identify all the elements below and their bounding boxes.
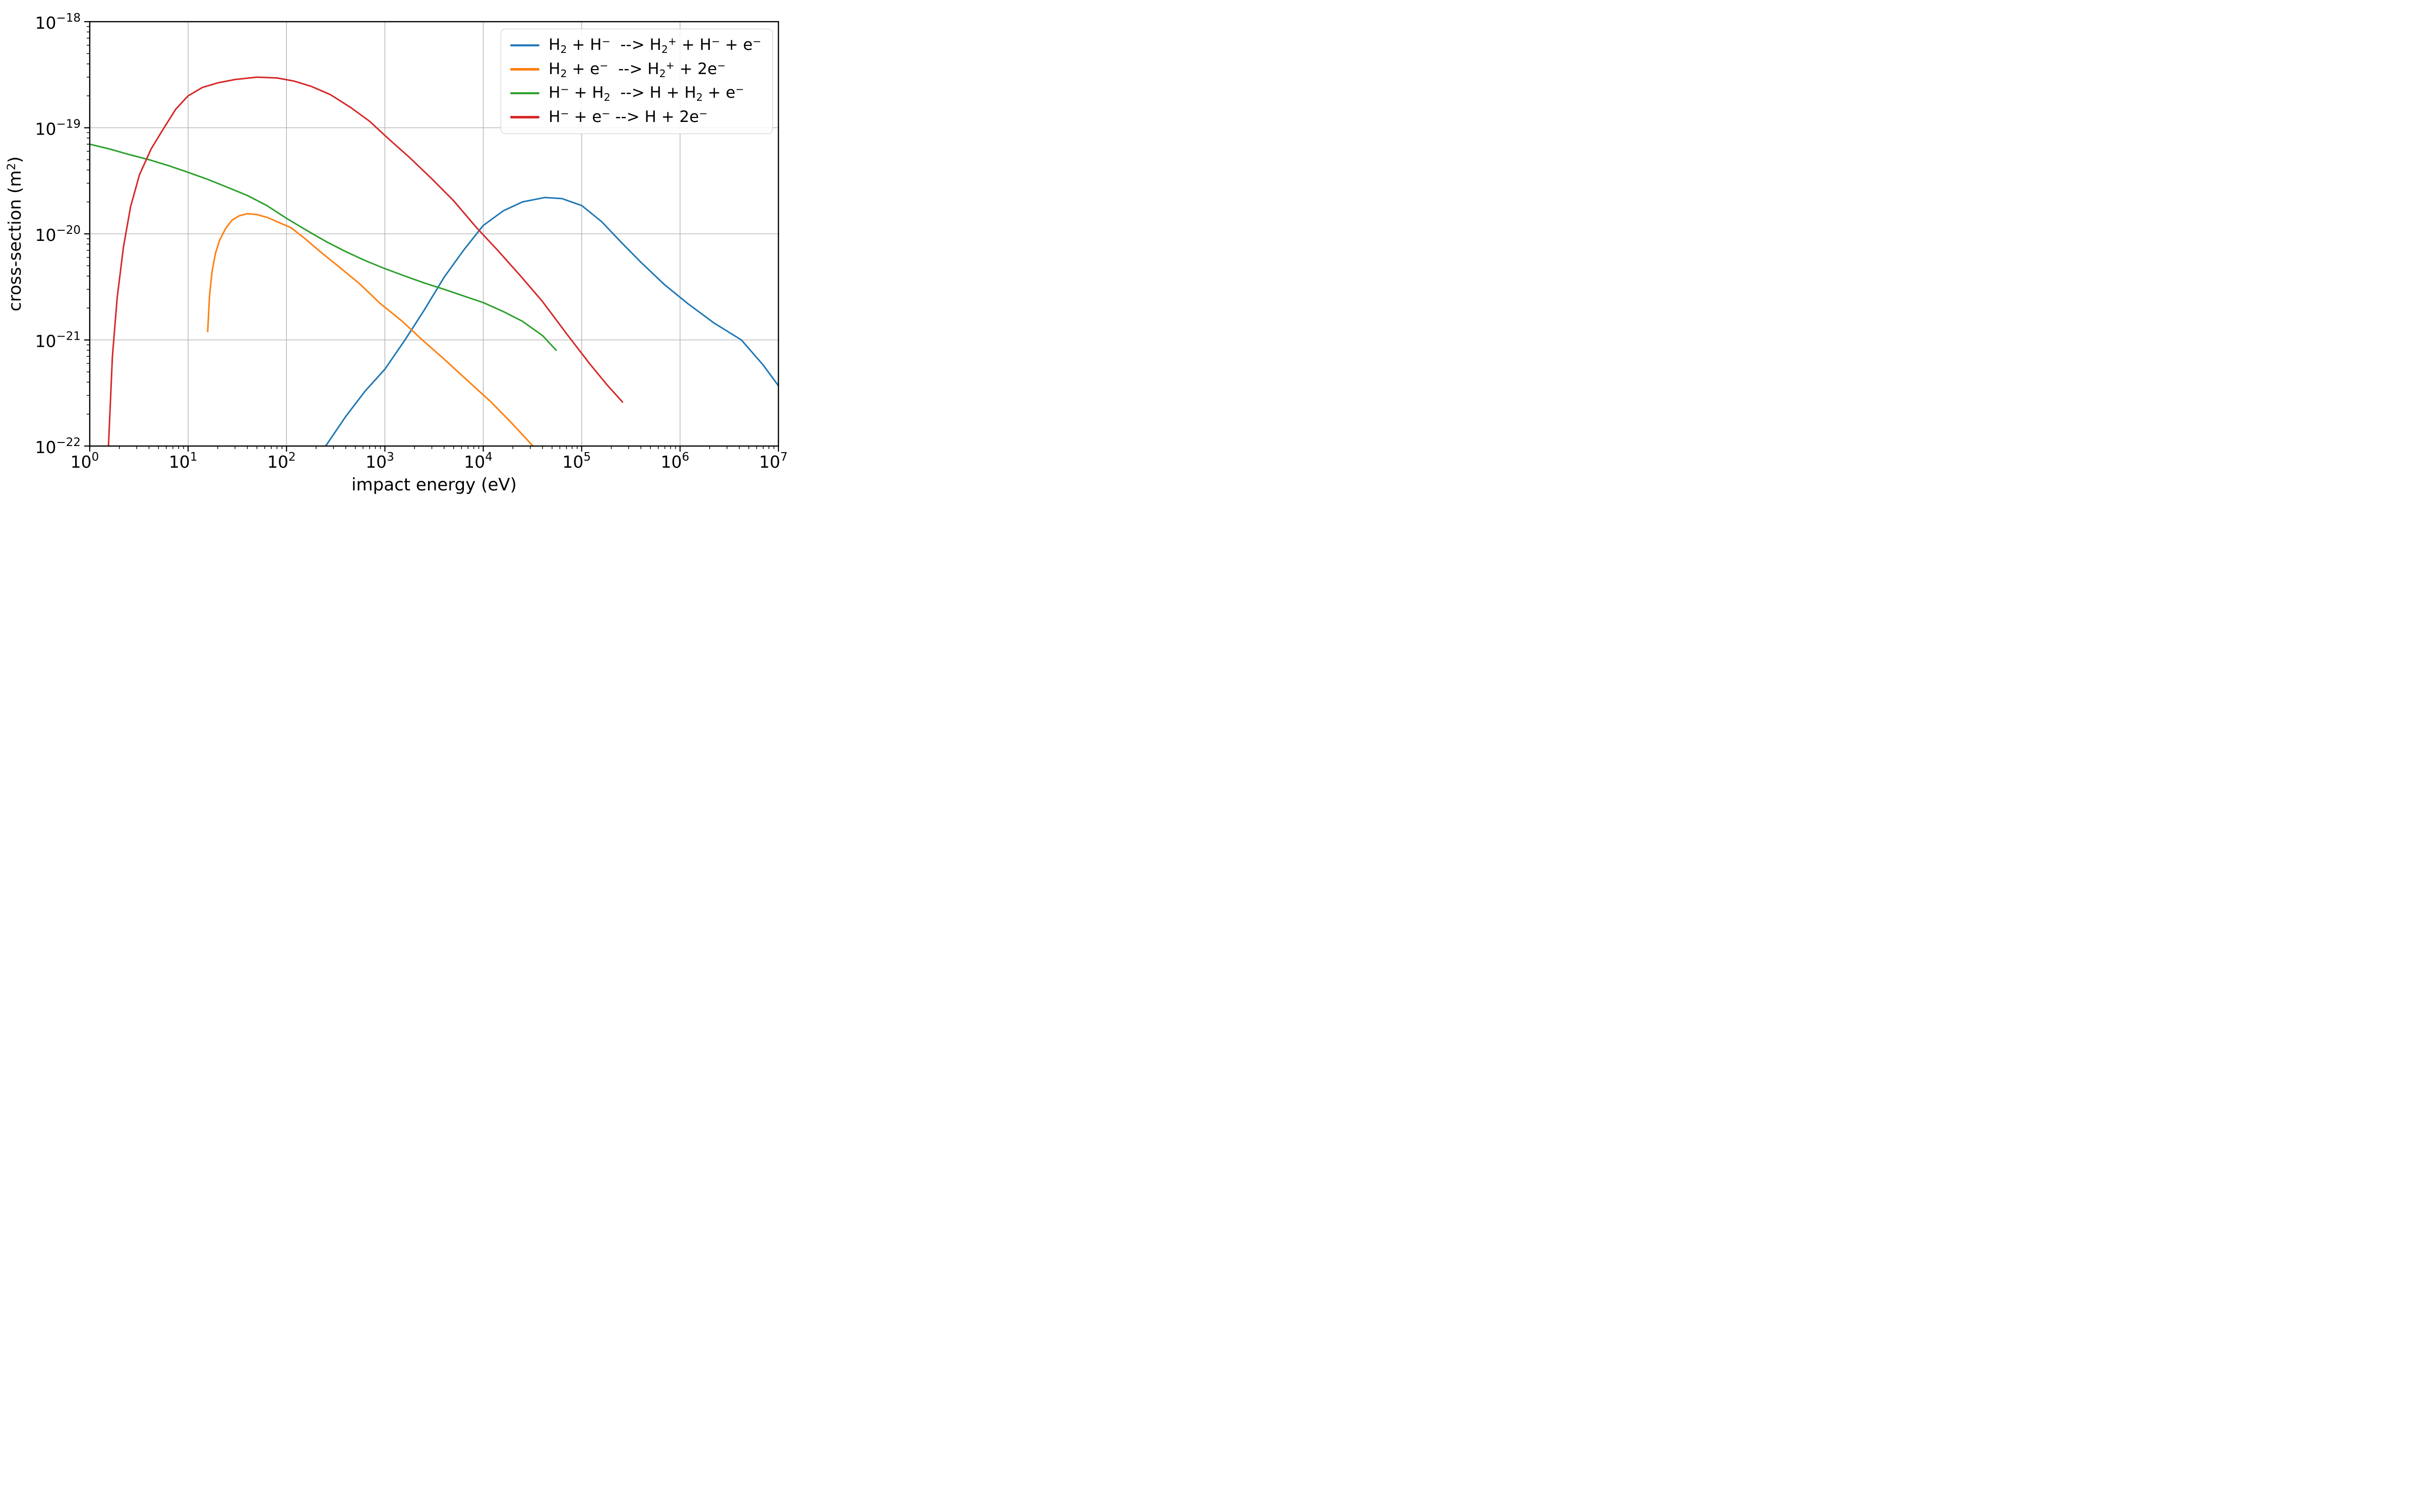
y-tick-label: 10−21 <box>35 330 81 351</box>
x-tick-label: 107 <box>759 451 788 472</box>
chart-svg: 100 101 102 103 104 105 106 10710−1810−1910−201… <box>35 12 788 472</box>
legend-line-sample <box>510 44 540 47</box>
legend-label: H2 + e− --> H2+ + 2e− <box>549 59 726 80</box>
x-tick-labels: 100 101 102 103 104 105 106 107 <box>71 451 788 472</box>
x-axis-label: impact energy (eV) <box>351 475 517 495</box>
legend-item-1: H2 + e− --> H2+ + 2e− <box>510 60 761 79</box>
y-tick-labels: 10−18 10−19 10−20 10−21 10−22 <box>35 12 81 457</box>
x-tick-label: 106 <box>661 451 690 472</box>
legend-line-sample <box>510 116 540 118</box>
y-tick-label: 10−18 <box>35 12 81 33</box>
x-tick-label: 104 <box>464 451 493 472</box>
series-line-2 <box>90 143 557 351</box>
x-tick-label: 105 <box>562 451 591 472</box>
y-tick-label: 10−22 <box>35 436 81 457</box>
x-tick-label: 100 <box>71 451 99 472</box>
series-lines <box>90 76 778 446</box>
series-line-1 <box>207 213 534 446</box>
legend-item-2: H− + H2 --> H + H2 + e− <box>510 83 761 104</box>
legend-label: H− + H2 --> H + H2 + e− <box>549 83 744 104</box>
y-tick-label: 10−20 <box>35 224 81 245</box>
x-tick-label: 103 <box>366 451 394 472</box>
legend-item-0: H2 + H− --> H2+ + H− + e− <box>510 36 761 54</box>
legend-line-sample <box>510 92 540 95</box>
y-tick-label: 10−19 <box>35 118 81 139</box>
series-line-0 <box>325 197 778 446</box>
figure: 100 101 102 103 104 105 106 107 10−18 10−19 10−20 1… <box>0 0 807 504</box>
legend: H2 + H− --> H2+ + H− + e− H2 + e− --> H2+… <box>501 29 773 134</box>
y-axis-label: cross-section (m2) <box>5 156 25 311</box>
series-line-3 <box>107 76 624 446</box>
legend-item-3: H− + e− --> H + 2e− <box>510 108 761 127</box>
plot-spines <box>89 21 779 447</box>
legend-label: H− + e− --> H + 2e− <box>549 107 708 126</box>
x-tick-label: 101 <box>169 451 198 472</box>
x-tick-label: 102 <box>267 451 296 472</box>
legend-line-sample <box>510 68 540 71</box>
legend-label: H2 + H− --> H2+ + H− + e− <box>549 35 761 56</box>
